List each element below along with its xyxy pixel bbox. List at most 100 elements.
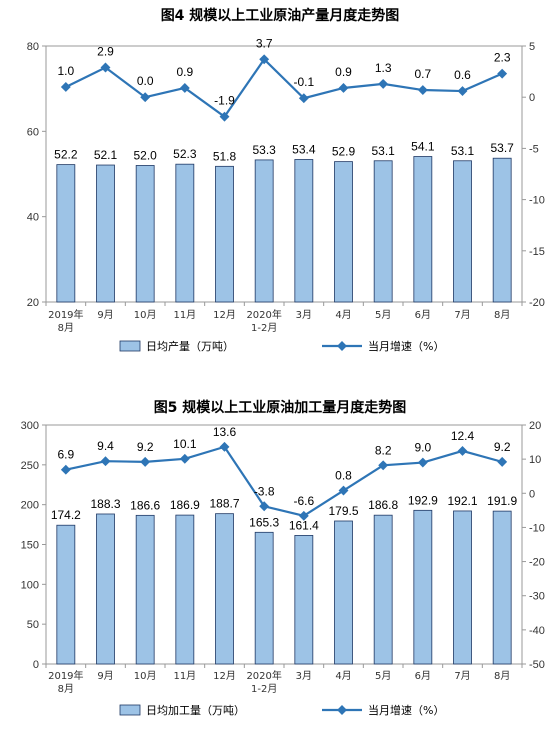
right-axis-tick-label: -10	[529, 195, 545, 207]
line-value-label: 1.0	[57, 64, 74, 78]
line-value-label: 6.9	[57, 448, 74, 462]
line-point	[259, 501, 270, 512]
bar-value-label: 54.1	[411, 140, 435, 154]
bar-value-label: 191.9	[487, 494, 517, 508]
line-value-label: 9.2	[494, 440, 511, 454]
x-axis-tick-label: 6月	[415, 309, 431, 321]
x-axis-tick-label: 2019年	[48, 308, 83, 321]
chart-crude-oil-output: 图4 规模以上工业原油产量月度走势图20406080-20-15-10-5052…	[27, 7, 545, 353]
right-axis-tick-label: 5	[529, 41, 535, 53]
line-point	[417, 85, 428, 95]
bar	[175, 514, 195, 665]
line-point	[457, 445, 468, 456]
line-point	[60, 464, 71, 475]
right-axis-tick-label: -20	[529, 557, 545, 569]
x-axis-tick-label: 6月	[415, 670, 431, 682]
bar-value-label: 161.4	[289, 518, 319, 532]
left-axis-tick-label: 200	[21, 500, 39, 512]
x-axis-tick-label: 8月	[58, 683, 74, 695]
right-axis-tick-label: -50	[529, 659, 545, 671]
right-axis-tick-label: 10	[529, 454, 541, 466]
line-point	[497, 456, 508, 467]
bar	[373, 514, 393, 665]
line-value-label: 10.1	[173, 437, 197, 451]
bar-value-label: 52.1	[94, 148, 118, 162]
bar	[294, 159, 314, 303]
bar	[373, 160, 393, 303]
x-axis-tick-label: 3月	[296, 670, 312, 682]
bar	[96, 164, 115, 303]
line-point	[219, 111, 230, 122]
bar	[294, 535, 314, 665]
line-value-label: 8.2	[375, 443, 392, 457]
line-point	[140, 456, 151, 467]
x-axis-tick-label: 7月	[454, 670, 470, 682]
bar	[254, 159, 274, 303]
bar-value-label: 188.7	[209, 497, 239, 511]
growth-line	[65, 445, 503, 517]
bar	[215, 513, 234, 665]
line-value-label: 1.3	[375, 61, 392, 75]
bar-value-label: 179.5	[328, 504, 358, 518]
legend-bar-label: 日均产量（万吨）	[146, 339, 234, 353]
bar-value-label: 186.6	[130, 498, 160, 512]
legend-line-marker	[337, 341, 347, 351]
legend-bar-swatch	[119, 340, 141, 352]
line-value-label: -0.1	[293, 75, 314, 89]
line-value-label: 0.7	[414, 67, 431, 81]
x-axis-tick-label: 1-2月	[251, 322, 277, 334]
left-axis-tick-label: 150	[21, 540, 39, 552]
line-point	[497, 68, 508, 79]
line-point	[378, 78, 389, 89]
line-point	[60, 82, 71, 92]
chart-title: 图4 规模以上工业原油产量月度走势图	[161, 7, 400, 24]
line-value-label: -3.8	[254, 484, 275, 498]
x-axis-tick-label: 10月	[134, 670, 157, 682]
bar	[492, 157, 512, 303]
bar	[96, 513, 115, 665]
bar	[254, 531, 274, 665]
right-axis-tick-label: -5	[529, 143, 539, 155]
line-point	[298, 510, 309, 521]
bar	[334, 520, 353, 665]
x-axis-tick-label: 5月	[375, 309, 391, 321]
bar	[413, 509, 433, 665]
line-point	[417, 457, 428, 468]
legend-line-marker	[337, 705, 347, 715]
bar-value-label: 51.8	[213, 149, 237, 163]
legend-bar-swatch	[119, 704, 141, 716]
bar-value-label: 192.9	[408, 493, 438, 507]
bar-value-label: 52.3	[173, 147, 197, 161]
legend: 日均产量（万吨） 当月增速（%）	[119, 339, 444, 353]
bar	[453, 160, 472, 303]
bar-value-label: 52.9	[332, 145, 356, 159]
legend: 日均加工量（万吨） 当月增速（%）	[119, 703, 444, 717]
x-axis-tick-label: 1-2月	[251, 683, 277, 695]
right-axis-tick-label: 20	[529, 420, 541, 432]
left-axis-tick-label: 60	[27, 126, 39, 138]
right-axis-tick-label: 0	[529, 92, 535, 104]
bar	[215, 165, 234, 303]
plot-area-frame	[45, 45, 523, 303]
x-axis-tick-label: 2020年	[246, 308, 281, 321]
line-value-label: 9.2	[137, 440, 154, 454]
line-point	[457, 86, 468, 97]
x-axis-tick-label: 2020年	[246, 669, 281, 682]
line-value-label: 13.6	[213, 425, 237, 439]
growth-line	[65, 57, 503, 119]
left-axis-tick-label: 80	[27, 41, 39, 53]
bar	[334, 161, 353, 303]
right-axis-tick-label: 0	[529, 488, 535, 500]
bar-value-label: 174.2	[51, 508, 81, 522]
line-value-label: 9.0	[414, 441, 431, 455]
right-axis-tick-label: -20	[529, 297, 545, 309]
bar-value-label: 186.8	[368, 498, 398, 512]
x-axis-tick-label: 8月	[58, 322, 74, 334]
line-value-label: 0.9	[335, 65, 352, 79]
left-axis-tick-label: 50	[27, 619, 39, 631]
bar-value-label: 53.3	[252, 143, 276, 157]
bar-value-label: 52.2	[54, 148, 78, 162]
line-value-label: 12.4	[451, 429, 475, 443]
x-axis-tick-label: 7月	[454, 309, 470, 321]
x-axis-tick-label: 12月	[213, 309, 236, 321]
